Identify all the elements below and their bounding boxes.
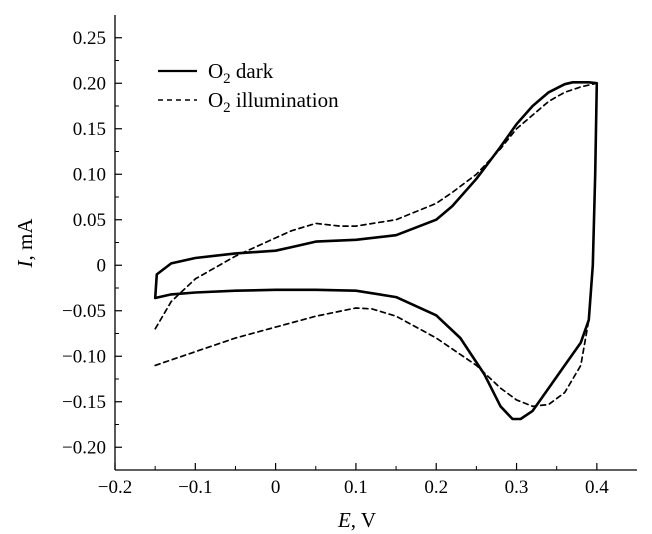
legend-label-dark-sub: 2 xyxy=(223,71,231,87)
series-line-illumination xyxy=(154,82,598,408)
x-tick-label: 0.4 xyxy=(585,477,609,498)
y-tick-label: −0.15 xyxy=(62,392,106,413)
series-line-dark xyxy=(153,81,599,421)
legend-label-dark: O2 dark xyxy=(208,59,274,87)
x-axis-label-unit: , V xyxy=(351,508,376,532)
y-axis-label-unit: , mA xyxy=(13,218,37,261)
x-tick-label: −0.2 xyxy=(98,477,132,498)
legend-label-dark-rest: dark xyxy=(231,59,274,83)
x-tick-label: 0 xyxy=(271,477,281,498)
y-axis-label-var: I xyxy=(13,260,37,269)
y-tick-label: 0.10 xyxy=(73,164,106,185)
y-tick-label: −0.20 xyxy=(62,437,106,458)
x-tick-label: −0.1 xyxy=(178,477,212,498)
y-tick-label: −0.05 xyxy=(62,301,106,322)
legend-label-illumination-rest: illumination xyxy=(231,88,339,112)
plot-frame xyxy=(114,15,637,471)
x-tick-label: 0.1 xyxy=(344,477,368,498)
legend-label-illumination-base: O xyxy=(208,88,223,112)
legend-item-illumination: O2 illumination xyxy=(158,88,339,116)
series-layer xyxy=(153,81,599,421)
y-tick-label: 0.15 xyxy=(73,119,106,140)
y-ticks: 0.25 0.20 0.15 0.10 0.05 0 −0.05 −0.10 −0.15 −0.2… xyxy=(62,28,122,458)
legend-label-dark-base: O xyxy=(208,59,223,83)
y-tick-label: 0.25 xyxy=(73,28,106,49)
legend-item-dark: O2 dark xyxy=(158,59,274,87)
x-axis-label-var: E xyxy=(337,508,351,532)
y-tick-label: 0.20 xyxy=(73,73,106,94)
y-axis-label: I, mA xyxy=(13,218,37,269)
x-tick-label: 0.3 xyxy=(505,477,529,498)
x-ticks: −0.2 −0.1 0 0.1 0.2 0.3 0.4 xyxy=(98,463,609,498)
y-tick-label: −0.10 xyxy=(62,346,106,367)
legend: O2 dark O2 illumination xyxy=(158,59,339,116)
legend-label-illumination-sub: 2 xyxy=(223,100,231,116)
y-tick-label: 0 xyxy=(97,255,107,276)
x-tick-label: 0.2 xyxy=(424,477,448,498)
legend-label-illumination: O2 illumination xyxy=(208,88,339,116)
x-axis-label: E, V xyxy=(337,508,376,532)
y-tick-label: 0.05 xyxy=(73,210,106,231)
